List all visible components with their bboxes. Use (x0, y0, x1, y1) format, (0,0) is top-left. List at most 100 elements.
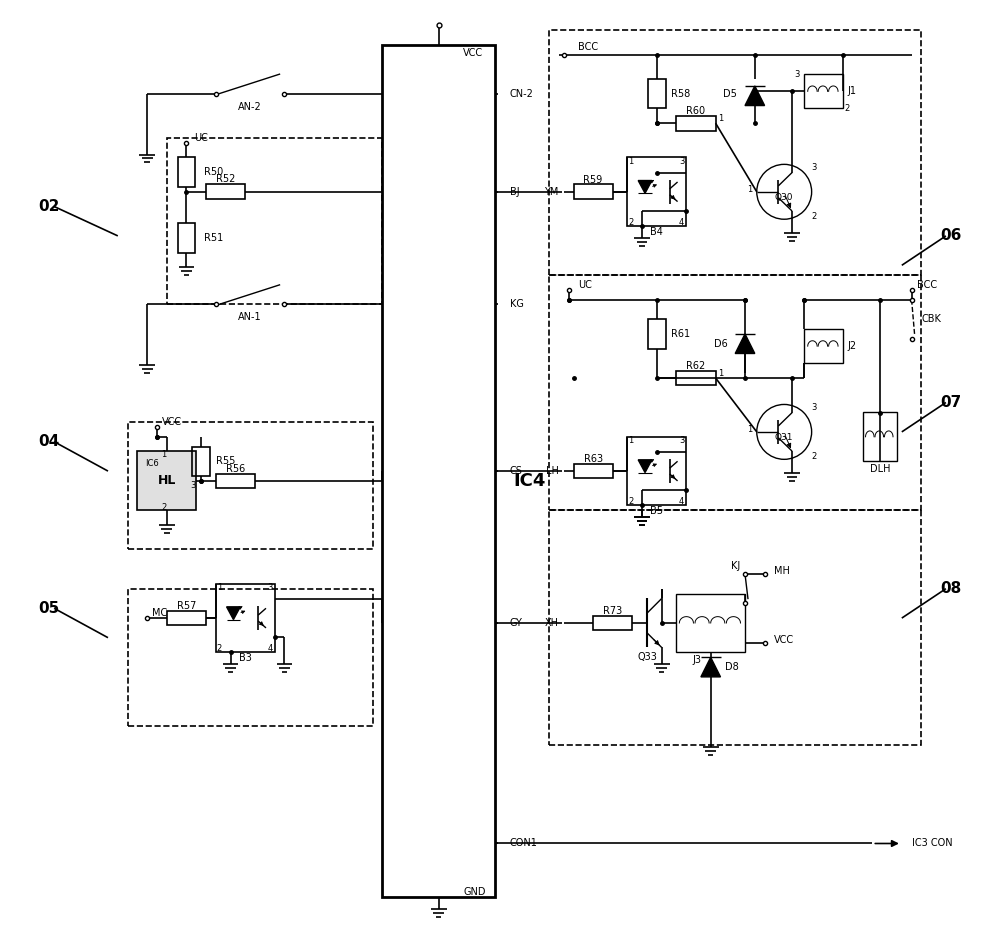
Text: 2: 2 (161, 503, 166, 512)
Text: KG: KG (510, 300, 524, 309)
Text: 4: 4 (267, 644, 273, 653)
Text: R57: R57 (177, 601, 196, 611)
Text: VCC: VCC (463, 48, 483, 58)
Text: KJ: KJ (731, 561, 740, 572)
Text: B4: B4 (650, 227, 663, 237)
Bar (676, 116, 716, 130)
Text: J3: J3 (692, 655, 701, 666)
Text: CON1: CON1 (510, 839, 538, 848)
Bar (178, 223, 195, 253)
Bar (804, 329, 843, 363)
Text: HL: HL (158, 475, 176, 488)
Text: 2: 2 (628, 218, 634, 226)
Text: 4: 4 (679, 497, 684, 506)
Text: VCC: VCC (162, 417, 182, 427)
Text: J2: J2 (848, 341, 857, 351)
Text: R50: R50 (204, 167, 223, 177)
Text: IC6: IC6 (145, 458, 159, 468)
Text: R73: R73 (603, 606, 622, 616)
Text: IC3 CON: IC3 CON (912, 839, 952, 848)
Text: UC: UC (194, 133, 208, 143)
Polygon shape (745, 86, 765, 106)
Text: LH: LH (546, 466, 559, 476)
Text: 05: 05 (39, 601, 60, 616)
Bar (206, 184, 245, 199)
Text: R61: R61 (672, 329, 691, 339)
Text: AN-1: AN-1 (238, 312, 262, 322)
Text: 08: 08 (940, 581, 961, 596)
Text: R55: R55 (216, 456, 235, 466)
Bar (648, 79, 666, 108)
Text: D6: D6 (714, 339, 727, 349)
Bar (593, 615, 632, 631)
Text: UC: UC (578, 280, 592, 290)
Text: R58: R58 (672, 88, 691, 99)
Text: D5: D5 (723, 88, 737, 99)
Text: 1: 1 (718, 369, 723, 378)
Text: CN-2: CN-2 (510, 88, 534, 99)
Text: 3: 3 (191, 481, 196, 491)
Bar (648, 320, 666, 349)
Polygon shape (701, 657, 720, 677)
Text: R62: R62 (686, 361, 706, 371)
Text: DLH: DLH (870, 464, 890, 475)
Text: 1: 1 (628, 157, 634, 165)
Text: 1: 1 (217, 583, 222, 592)
Bar (216, 474, 255, 488)
Text: CBK: CBK (921, 314, 941, 324)
Text: J1: J1 (848, 87, 857, 96)
Bar (382, 45, 495, 898)
Text: 3: 3 (811, 163, 816, 172)
Text: Q30: Q30 (775, 193, 793, 203)
Text: R52: R52 (216, 174, 235, 184)
Text: 3: 3 (679, 157, 684, 165)
Text: VCC: VCC (774, 634, 795, 645)
Text: BCC: BCC (917, 280, 937, 290)
Text: MH: MH (774, 566, 790, 576)
Text: 1: 1 (161, 450, 166, 459)
Polygon shape (638, 460, 652, 473)
Text: R51: R51 (204, 233, 223, 243)
Bar (676, 593, 745, 652)
Text: GND: GND (463, 887, 486, 898)
Text: 2: 2 (811, 212, 816, 221)
Text: 07: 07 (940, 395, 961, 410)
Text: 02: 02 (39, 199, 60, 214)
Bar (178, 158, 195, 187)
Text: 2: 2 (844, 104, 849, 113)
Polygon shape (735, 334, 755, 354)
Text: 1: 1 (747, 425, 753, 435)
Text: 3: 3 (795, 69, 800, 79)
Bar (574, 184, 613, 199)
Bar (549, 275, 921, 511)
Text: 2: 2 (811, 452, 816, 461)
Text: XH: XH (545, 618, 559, 628)
Text: 3: 3 (679, 437, 684, 445)
Text: BCC: BCC (578, 42, 599, 51)
Bar (167, 611, 206, 626)
Bar (627, 158, 686, 226)
Text: B5: B5 (650, 506, 663, 516)
Bar (549, 511, 921, 746)
Text: R59: R59 (583, 175, 603, 185)
Polygon shape (638, 181, 652, 193)
Bar (676, 371, 716, 385)
Text: AN-2: AN-2 (238, 102, 262, 111)
Text: 3: 3 (811, 403, 816, 412)
Text: D8: D8 (725, 662, 739, 672)
Text: IC4: IC4 (513, 472, 546, 490)
Text: 1: 1 (747, 185, 753, 194)
Text: BJ: BJ (510, 186, 519, 197)
Bar (804, 74, 843, 108)
Text: Q31: Q31 (775, 434, 793, 442)
Text: 2: 2 (217, 644, 222, 653)
Text: 1: 1 (628, 437, 634, 445)
Text: 04: 04 (39, 435, 60, 449)
Bar (574, 464, 613, 478)
Text: MC: MC (152, 609, 167, 618)
Text: 1: 1 (718, 114, 723, 123)
Text: 3: 3 (267, 583, 273, 592)
Bar (192, 447, 210, 476)
Text: 06: 06 (940, 228, 961, 243)
Text: GY: GY (510, 618, 523, 628)
